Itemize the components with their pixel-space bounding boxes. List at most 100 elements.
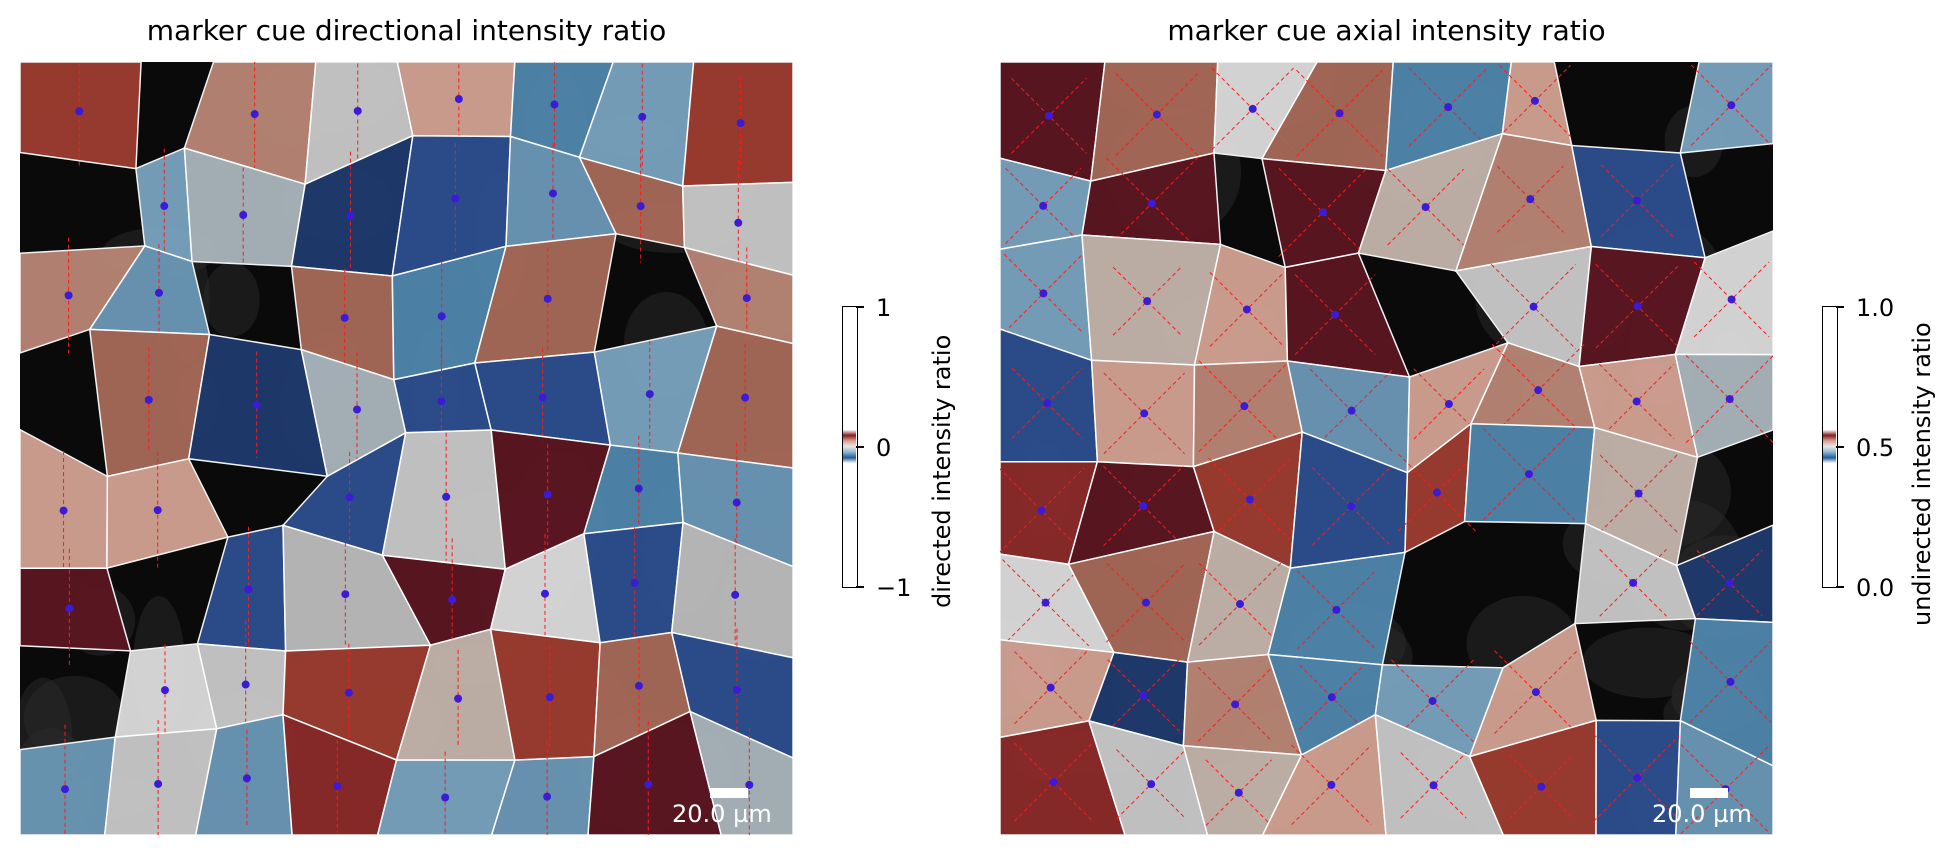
direction-line [1400,752,1467,819]
cell-region [683,246,793,345]
direction-line [1311,466,1391,546]
scale-bar-left [710,788,748,798]
cell-centroid-marker [1046,683,1055,692]
cell-centroid-marker [732,498,741,507]
cell-centroid-marker [154,288,163,297]
cell-centroid-marker [341,590,350,599]
cell-centroid-marker [543,792,552,801]
cell-centroid-marker [1634,489,1643,498]
cell-centroid-marker [1529,302,1538,311]
cell-centroid-marker [634,681,643,690]
cell-centroid-marker [1147,199,1156,208]
cell-centroid-marker [1432,488,1441,497]
cell-centroid-marker [1152,110,1161,119]
cell-centroid-marker [437,312,446,321]
cell-centroid-marker [1444,103,1453,112]
colorbar-label-right: undirected intensity ratio [1908,322,1936,626]
colorbar-tick-left-top [856,306,864,308]
scale-bar-right [1690,788,1728,798]
colorbar-tick-right-bottom [1836,586,1844,588]
direction-line [1599,549,1667,617]
cell-centroid-marker [550,100,559,109]
cell-region [1087,719,1209,835]
cell-region [1261,713,1387,835]
direction-line [1296,570,1377,650]
cell-centroid-marker [540,589,549,598]
direction-line [1296,69,1383,157]
direction-line [1693,261,1770,338]
cell-centroid-marker [1421,203,1430,212]
cell-region [20,736,117,835]
cell-centroid-marker [1242,305,1251,314]
cell-centroid-marker [1248,104,1257,113]
cell-centroid-marker [543,294,552,303]
cell-region [1468,719,1597,835]
cell-centroid-marker [442,492,451,501]
direction-line [1011,77,1087,154]
direction-line [1011,77,1087,154]
direction-line [1296,570,1377,650]
cell-centroid-marker [1240,402,1249,411]
cell-centroid-marker [244,585,253,594]
cell-centroid-marker [1147,780,1156,789]
direction-line [1205,759,1273,826]
cell-centroid-marker [448,595,457,604]
direction-line [1296,69,1383,157]
cell-region [20,428,109,569]
cell-centroid-marker [241,680,250,689]
cell-centroid-marker [1332,605,1341,614]
cell-centroid-marker [734,218,743,227]
cell-centroid-marker [1327,693,1336,702]
colorbar-tick-right-top [1836,306,1844,308]
cell-region [676,452,793,568]
direction-line [1205,759,1273,826]
cell-centroid-marker [252,400,261,409]
colorbar-ticklabel-right-top: 1.0 [1856,294,1895,322]
cell-centroid-marker [1524,470,1533,479]
cell-centroid-marker [538,393,547,402]
cell-centroid-marker [1726,677,1735,686]
cell-centroid-marker [1331,310,1340,319]
cell-centroid-marker [1143,297,1152,306]
colorbar-tick-left-mid [856,446,864,448]
cell-centroid-marker [1037,506,1046,515]
cell-centroid-marker [1347,406,1356,415]
cell-centroid-marker [61,785,70,794]
colorbar-ticklabel-left-mid: 0 [876,434,892,462]
cell-centroid-marker [437,397,446,406]
cell-centroid-marker [344,688,353,697]
cell-region [1000,720,1126,835]
cell-centroid-marker [1534,386,1543,395]
colorbar-tick-left-bottom [856,586,864,588]
cell-centroid-marker [1526,195,1535,204]
cell-centroid-marker [548,189,557,198]
cell-centroid-marker [745,780,754,789]
scale-bar-label-right: 20.0 µm [1652,800,1752,828]
cell-centroid-marker [1140,409,1149,418]
cell-region [1679,617,1773,767]
cell-centroid-marker [451,194,460,203]
direction-line [1000,468,1085,554]
cell-centroid-marker [644,780,653,789]
cell-region [587,710,722,835]
cell-centroid-marker [333,782,342,791]
cell-region [670,521,793,659]
cell-region [1679,62,1773,154]
cell-centroid-marker [636,202,645,211]
cell-centroid-marker [1530,96,1539,105]
direction-line [1400,752,1467,819]
direction-line [1408,67,1488,147]
cell-region [1674,353,1773,459]
cell-centroid-marker [1327,780,1336,789]
cell-centroid-marker [1727,101,1736,110]
cell-centroid-marker [64,291,73,300]
cell-centroid-marker [353,106,362,115]
cell-centroid-marker [153,506,162,515]
direction-line [1003,253,1084,334]
cell-centroid-marker [742,294,751,303]
panel-title-left: marker cue directional intensity ratio [146,14,667,47]
direction-line [1112,266,1182,336]
cell-region [1284,252,1411,378]
direction-line [1696,549,1763,616]
cell-centroid-marker [630,578,639,587]
